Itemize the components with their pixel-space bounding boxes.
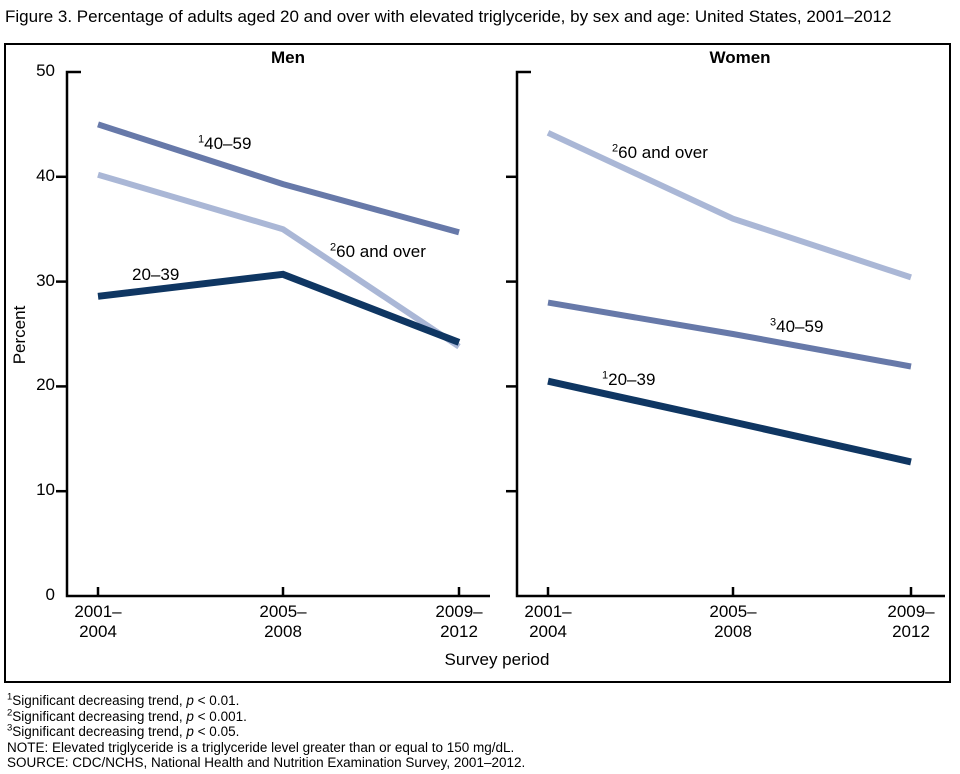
panel-title-women: Women [709, 48, 771, 67]
series-line-40-59 [547, 299, 912, 370]
footnote-marker: 1 [602, 369, 609, 382]
p-value-symbol: p [186, 708, 194, 724]
footnote: SOURCE: CDC/NCHS, National Health and Nu… [7, 755, 526, 770]
x-axis-tick-label: 2001– 2004 [74, 602, 122, 641]
y-axis-title: Percent [10, 305, 29, 365]
series-label-40-59: 140–59 [198, 133, 252, 153]
figure-title: Figure 3. Percentage of adults aged 20 a… [5, 7, 892, 26]
footnote-marker: 2 [612, 142, 619, 155]
series-label-60-and-over: 260 and over [330, 241, 426, 261]
p-value-symbol: p [186, 693, 194, 708]
footnotes: 1Significant decreasing trend, p < 0.01.… [7, 691, 526, 771]
y-axis-tick-label: 30 [36, 270, 55, 290]
x-axis-tick-label: 2001– 2004 [524, 602, 572, 641]
footnote: 3Significant decreasing trend, p < 0.05. [7, 722, 240, 739]
axis-frame [65, 70, 490, 598]
series-line-60-and-over [546, 130, 912, 281]
footnote: 2Significant decreasing trend, p < 0.001… [7, 707, 247, 724]
y-axis-tick-label: 10 [36, 480, 55, 500]
panel-title-men: Men [271, 48, 305, 67]
series-label-20-39: 20–39 [132, 265, 180, 284]
x-axis-tick-label: 2005– 2008 [259, 602, 307, 641]
series-label-60-and-over: 260 and over [612, 142, 708, 162]
series-line-40-59 [97, 121, 460, 236]
y-axis-tick-label: 40 [36, 165, 55, 185]
chart-frame [4, 43, 951, 683]
series-line-60-and-over [97, 171, 461, 350]
footnote-marker: 3 [7, 722, 13, 734]
series-line-20-39 [97, 270, 461, 346]
footnote: NOTE: Elevated triglyceride is a triglyc… [7, 739, 515, 755]
x-axis-title: Survey period [444, 650, 550, 669]
footnote-marker: 2 [7, 707, 13, 718]
x-axis-tick-label: 2005– 2008 [709, 602, 757, 641]
y-axis-tick-label: 20 [36, 375, 55, 395]
p-value-symbol: p [186, 724, 194, 739]
series-label-40-59: 340–59 [770, 316, 824, 336]
series-label-20-39: 120–39 [602, 369, 656, 389]
footnote: 1Significant decreasing trend, p < 0.01. [7, 691, 240, 708]
series-line-20-39 [547, 377, 912, 466]
footnote-marker: 1 [7, 691, 13, 703]
footnote-marker: 1 [198, 133, 205, 146]
axis-frame [515, 70, 945, 598]
footnote-marker: 3 [770, 316, 777, 329]
footnote-marker: 2 [330, 241, 337, 254]
x-axis-tick-label: 2009– 2012 [435, 602, 483, 641]
x-axis-tick-label: 2009– 2012 [887, 602, 935, 641]
y-axis-tick-label: 0 [45, 585, 55, 604]
y-axis-tick-label: 50 [36, 61, 55, 80]
